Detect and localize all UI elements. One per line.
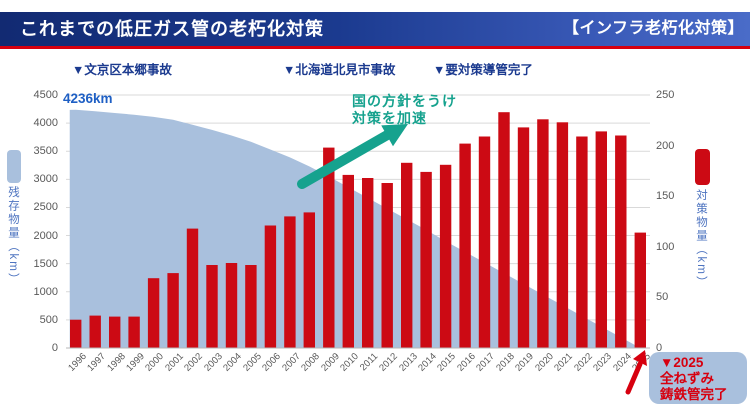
x-label-2016: 2016 [455,351,478,374]
right-tick-100: 100 [656,240,675,253]
bar-2009 [323,147,335,348]
bar-2017 [478,136,491,348]
bar-2004 [225,263,238,348]
x-label-2007: 2007 [279,351,303,374]
callout-line3: 鋳鉄管完了 [660,387,728,402]
x-label-2006: 2006 [260,351,284,374]
bar-2003 [206,265,218,348]
callout-line1: ▼2025 [660,355,704,370]
x-label-2005: 2005 [240,351,264,374]
x-label-1998: 1998 [104,351,128,374]
bar-1997 [89,315,101,348]
bar-1999 [128,316,140,348]
x-label-2003: 2003 [202,351,225,374]
remaining-area-series [69,109,641,348]
x-label-2010: 2010 [338,351,362,374]
bar-2022 [576,136,588,348]
x-label-2001: 2001 [163,351,186,374]
right-tick-200: 200 [656,139,675,152]
x-label-2017: 2017 [474,351,498,374]
x-label-2004: 2004 [221,351,245,374]
left-tick-0: 0 [51,342,58,354]
callout-line2: 全ねずみ [660,371,714,386]
completion-callout: ▼2025 全ねずみ 鋳鉄管完了 [649,352,747,404]
x-label-2022: 2022 [571,351,595,374]
bar-2006 [264,225,277,348]
bar-2000 [147,278,160,348]
left-tick-4000: 4000 [33,117,58,130]
bar-2019 [517,127,530,349]
page-title: これまでの低圧ガス管の老朽化対策 [20,19,324,39]
acceleration-arrow [297,124,408,189]
bar-2011 [362,178,374,348]
bar-2025 [634,232,646,348]
right-tick-150: 150 [656,190,675,203]
bar-2021 [556,122,569,348]
bar-2008 [303,212,315,348]
left-axis-title: 残存物量（km） [7,186,19,287]
acceleration-note-line2: 対策を加速 [352,110,427,126]
bar-2007 [284,216,296,348]
event-label-hongo-accident: ▼文京区本郷事故 [72,63,172,77]
x-label-1999: 1999 [124,351,147,374]
bar-2024 [615,135,627,348]
x-label-2024: 2024 [610,351,634,374]
x-label-2012: 2012 [377,351,400,374]
bar-2018 [498,112,510,348]
left-tick-3500: 3500 [33,145,58,158]
left-tick-2500: 2500 [33,201,58,214]
bar-2012 [381,183,393,348]
bar-2023 [595,131,607,348]
bar-2002 [186,228,199,348]
event-label-target-pipes-done: ▼要対策導管完了 [433,63,533,77]
bar-2010 [342,174,354,348]
x-label-2021: 2021 [552,351,576,374]
left-tick-1000: 1000 [33,285,58,298]
left-tick-4500: 4500 [33,89,58,101]
bar-2020 [537,119,549,348]
right-axis-title: 対策物量（km） [695,189,707,290]
x-label-1997: 1997 [85,351,108,374]
bar-2015 [439,164,452,348]
bar-1998 [109,316,121,348]
left-tick-500: 500 [39,313,58,326]
bar-2013 [401,162,413,348]
x-label-2019: 2019 [513,351,537,374]
title-bar: これまでの低圧ガス管の老朽化対策 【インフラ老朽化対策】 [0,12,750,49]
bar-2014 [420,171,432,348]
x-label-2011: 2011 [358,351,381,374]
x-label-2013: 2013 [396,351,420,374]
left-tick-1500: 1500 [33,257,58,270]
bar-2001 [167,273,179,348]
event-label-kitami-accident: ▼北海道北見市事故 [283,63,396,77]
right-tick-0: 0 [656,342,663,354]
x-label-2000: 2000 [143,351,167,374]
left-tick-3000: 3000 [33,173,58,186]
x-label-2008: 2008 [299,351,323,374]
right-tick-250: 250 [656,89,675,101]
x-label-2002: 2002 [182,351,206,374]
countermeasure-amount-swatch [695,149,710,185]
left-tick-2000: 2000 [33,229,58,242]
bar-1996 [70,319,82,348]
right-tick-50: 50 [656,291,669,304]
acceleration-note-line1: 国の方針をうけ [352,93,457,109]
x-label-2009: 2009 [318,351,342,374]
x-label-2023: 2023 [591,351,615,374]
x-label-2020: 2020 [532,351,556,374]
bar-2005 [245,265,257,348]
x-label-2018: 2018 [494,351,517,374]
header-tag: 【インフラ老朽化対策】 [562,20,744,37]
bar-2016 [459,143,471,348]
acceleration-note: 国の方針をうけ 対策を加速 [352,93,457,127]
remaining-amount-swatch [7,150,21,183]
x-label-1996: 1996 [65,351,89,374]
start-value-label: 4236km [63,91,113,106]
x-label-2014: 2014 [416,351,439,374]
x-label-2015: 2015 [435,351,459,374]
